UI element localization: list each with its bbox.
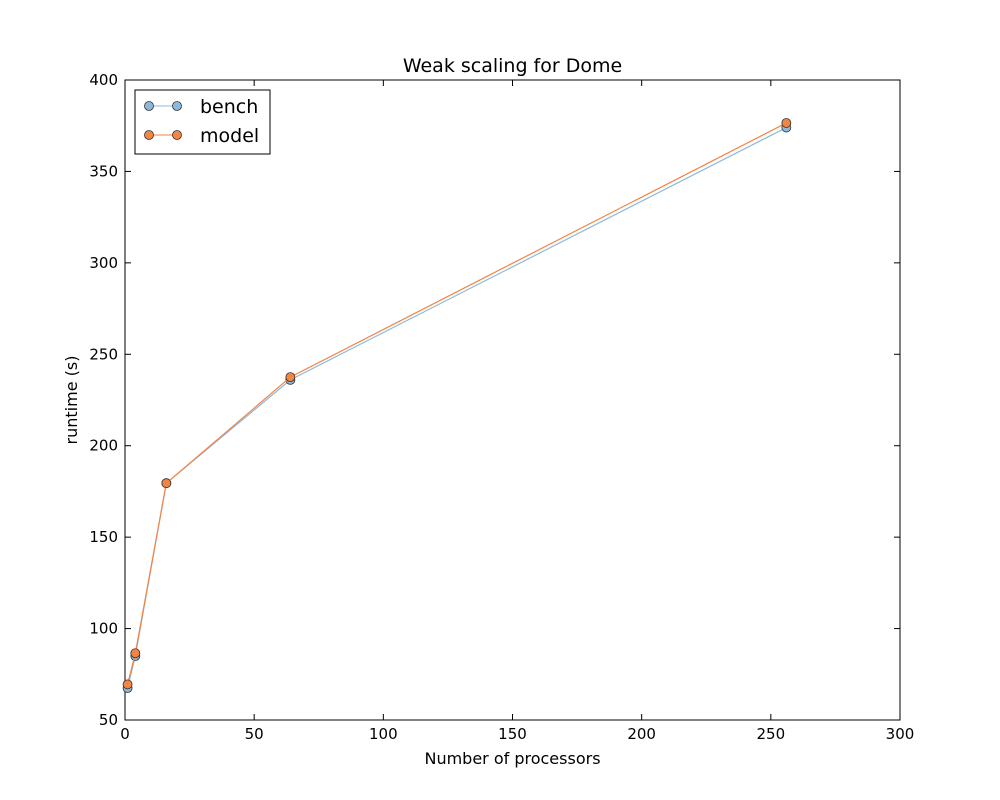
data-point-model xyxy=(122,679,133,690)
legend-box xyxy=(134,89,271,155)
y-tick-label: 250 xyxy=(89,345,118,363)
y-tick-label: 400 xyxy=(89,71,118,89)
data-point-model xyxy=(130,648,141,659)
data-point-model xyxy=(781,118,792,128)
x-tick-label: 300 xyxy=(886,725,915,743)
legend-marker-bench xyxy=(144,101,154,111)
legend-marker-bench xyxy=(172,101,182,111)
legend-label-model: model xyxy=(200,125,259,147)
data-point-model xyxy=(161,478,172,489)
x-tick-label: 250 xyxy=(757,725,786,743)
x-tick-label: 0 xyxy=(120,725,130,743)
legend-marker-model xyxy=(144,130,154,140)
data-point-model xyxy=(285,372,296,383)
y-tick-label: 300 xyxy=(89,254,118,272)
x-tick-label: 100 xyxy=(369,725,398,743)
y-tick-label: 100 xyxy=(89,620,118,638)
y-tick-label: 350 xyxy=(89,162,118,180)
y-tick-label: 150 xyxy=(89,528,118,546)
y-tick-label: 200 xyxy=(89,437,118,455)
legend-label-bench: bench xyxy=(200,96,258,118)
legend-item-bench: bench xyxy=(144,96,258,118)
axis-ticks: 0 50 100 150 200 250 3005010015020025030035040… xyxy=(89,71,914,743)
x-tick-label: 150 xyxy=(498,725,527,743)
legend-marker-model xyxy=(172,130,182,140)
plot-area xyxy=(124,79,901,721)
legend: bench model xyxy=(134,89,271,155)
y-tick-label: 50 xyxy=(99,711,118,729)
legend-item-model: model xyxy=(144,125,259,147)
series-model xyxy=(122,118,792,690)
series-layer xyxy=(122,118,792,693)
chart-title: Weak scaling for Dome xyxy=(403,55,622,77)
x-axis-label: Number of processors xyxy=(424,749,600,768)
x-tick-label: 200 xyxy=(627,725,656,743)
x-tick-label: 50 xyxy=(245,725,264,743)
y-axis-label: runtime (s) xyxy=(62,356,81,445)
